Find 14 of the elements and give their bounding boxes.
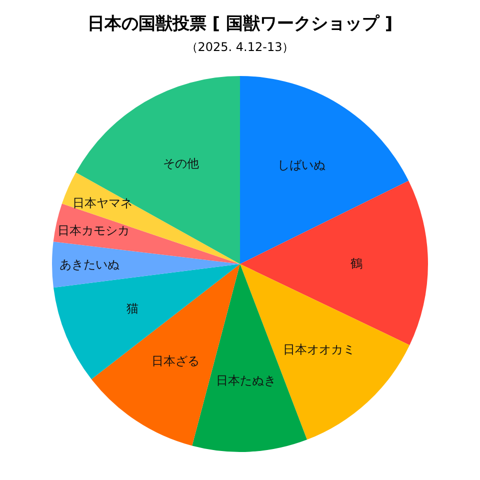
slice-label: 日本カモシカ (57, 224, 130, 238)
pie-slice (52, 242, 240, 288)
chart-title: 日本の国獣投票 [ 国獣ワークショップ ] (86, 13, 394, 35)
slice-label: その他 (162, 156, 199, 170)
slice-label: しばいぬ (278, 158, 326, 172)
slice-label: あきたいぬ (60, 257, 120, 272)
slice-label: 日本オオカミ (282, 342, 355, 357)
slice-label: 鶴 (350, 256, 363, 270)
pie-slice (240, 180, 428, 346)
slice-label: 日本ざる (152, 354, 200, 368)
chart-subtitle: （2025. 4.12-13） (184, 39, 296, 56)
slice-label: 日本ヤマネ (72, 196, 133, 210)
slice-label: 猫 (126, 302, 138, 316)
slice-label: 日本たぬき (216, 373, 276, 388)
